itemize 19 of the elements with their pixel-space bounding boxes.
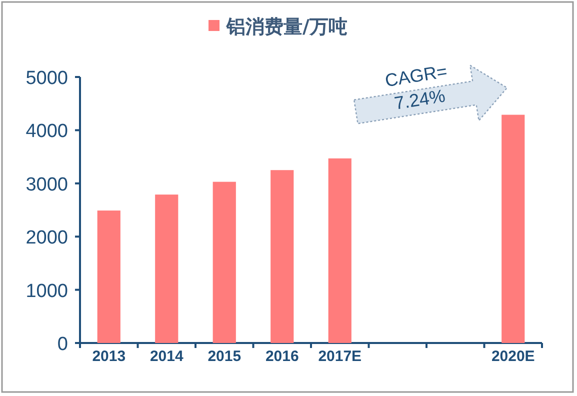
- x-tick-label: 2013: [92, 348, 126, 365]
- bar: [502, 114, 525, 343]
- y-tick-label: 5000: [26, 68, 68, 89]
- y-tick-label: 4000: [26, 121, 68, 142]
- x-tick-label: 2015: [208, 348, 242, 365]
- x-tick-label: 2020E: [491, 348, 535, 365]
- legend-label: 铝消费量/万吨: [226, 16, 348, 38]
- x-tick-label: 2017E: [318, 348, 362, 365]
- bar: [328, 158, 352, 343]
- y-tick-label: 0: [57, 334, 68, 355]
- y-tick-label: 1000: [26, 280, 68, 302]
- y-tick-label: 3000: [26, 174, 68, 196]
- bar: [155, 194, 178, 343]
- x-tick-label: 2014: [150, 348, 184, 365]
- bar: [212, 182, 236, 343]
- bar: [270, 170, 294, 343]
- bar: [97, 210, 120, 343]
- y-tick-label: 2000: [26, 228, 68, 249]
- x-tick-label: 2016: [265, 348, 299, 365]
